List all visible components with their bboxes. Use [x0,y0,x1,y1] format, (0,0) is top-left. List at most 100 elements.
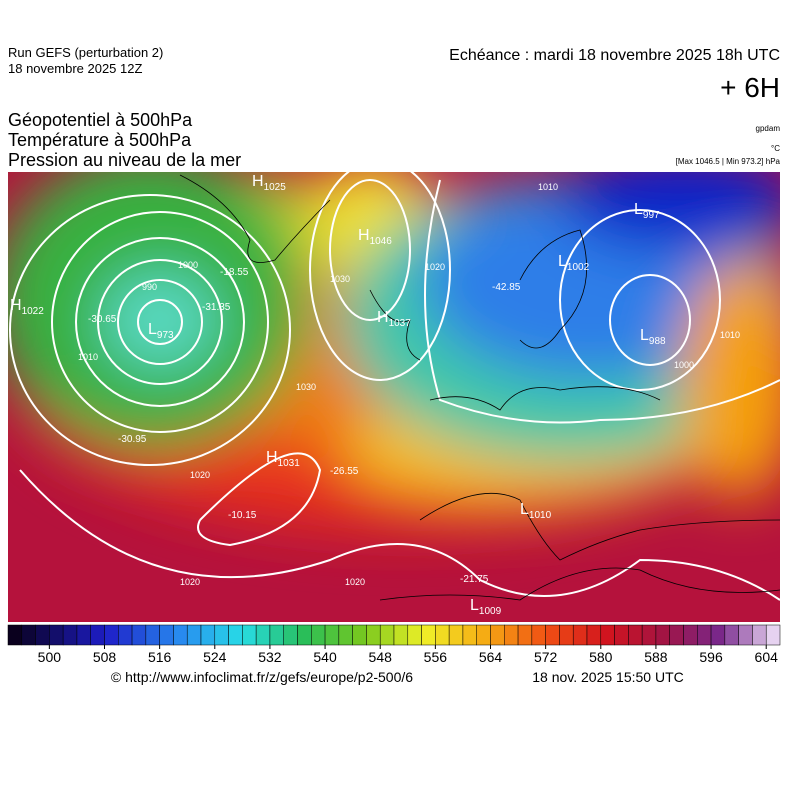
center-letter: L [148,321,157,338]
isobar-label: 1000 [674,360,694,370]
isobar-label: 990 [142,282,157,292]
colorbar-label: 588 [644,649,668,665]
colorbar-label: 572 [534,649,558,665]
colorbar-swatch [600,624,615,646]
colorbar-swatch [118,624,133,646]
colorbar-label: 508 [93,649,117,665]
colorbar-swatch [421,624,436,646]
colorbar-swatch [242,624,257,646]
colorbar-swatch [159,624,174,646]
center-value: 1002 [567,262,590,273]
pressure-center: H1046 [358,227,392,247]
center-letter: H [252,173,264,190]
pressure-center: L973 [148,321,174,341]
colorbar-swatch [186,624,202,646]
colorbar-swatch [572,624,588,646]
colorbar-swatch [49,624,64,646]
center-value: 988 [649,336,666,347]
colorbar-swatch [21,624,36,646]
valid-time: Echéance : mardi 18 novembre 2025 18h UT… [449,47,780,64]
colorbar-swatch [738,624,753,646]
colorbar-swatch [200,624,216,646]
colorbar-swatch [614,624,629,646]
map: H1022H1025H1046H1037L997L1002L988H1031L1… [8,172,780,622]
run: Run GEFS (perturbation 2) [8,45,163,60]
pressure-center: L1009 [470,597,502,617]
center-letter: H [377,309,389,326]
isobar-label: 1020 [425,262,445,272]
pressure-center: L988 [640,327,666,347]
temperature-label: -30.65 [88,314,117,325]
isobar-label: 1020 [345,577,365,587]
temperature-field [8,172,780,530]
colorbar-swatch [641,624,657,646]
colorbar-swatch [104,624,119,646]
isobar-label: 1010 [78,352,98,362]
colorbar-label: 596 [699,649,723,665]
colorbar-swatch [490,624,505,646]
colorbar-label: 580 [589,649,613,665]
colorbar-swatch [517,624,533,646]
center-value: 973 [157,330,174,341]
colorbar-swatch [462,624,477,646]
unit: °C [771,144,780,153]
center-letter: L [520,501,529,518]
colorbar-swatch [62,624,78,646]
center-value: 1031 [278,458,301,469]
pressure-center: H1031 [266,449,300,469]
colorbar-label: 564 [479,649,503,665]
colorbar-label: 556 [424,649,448,665]
colorbar-swatch [628,624,643,646]
source: © http://www.infoclimat.fr/z/gefs/europe… [111,669,413,685]
colorbar-swatch [559,624,574,646]
colorbar-swatch [531,624,546,646]
temperature-label: -26.55 [330,466,359,477]
center-letter: H [266,449,278,466]
colorbar-swatch [90,624,105,646]
colorbar-label: 524 [203,649,227,665]
colorbar-swatch [683,624,698,646]
run-date: 18 novembre 2025 12Z [8,61,142,76]
colorbar-swatch [131,624,147,646]
temperature-label: -30.95 [118,434,147,445]
colorbar-swatch [324,624,340,646]
unit: gpdam [756,124,781,133]
colorbar-swatch [752,624,767,646]
colorbar-swatch [504,624,519,646]
colorbar-label: 532 [258,649,282,665]
lead-time: + 6H [720,72,780,103]
isobar-label: 1030 [296,382,316,392]
unit: [Max 1046.5 | Min 973.2] hPa [676,157,781,166]
colorbar-swatch [255,624,271,646]
colorbar-swatch [228,624,243,646]
colorbar-swatch [76,624,91,646]
pressure-center: L997 [634,201,660,221]
colorbar-swatch [393,624,409,646]
pressure-center: L1002 [558,253,590,273]
isobar-label: 1030 [330,274,350,284]
map-labels: H1022H1025H1046H1037L997L1002L988H1031L1… [10,173,740,617]
pressure-center: H1037 [377,309,411,329]
isobars [9,172,780,601]
colorbar-label: 548 [369,649,393,665]
pressure-center: H1025 [252,173,286,193]
colorbar-swatch [435,624,450,646]
center-value: 1009 [479,606,502,617]
colorbar-swatch [448,624,464,646]
center-letter: L [470,597,479,614]
isobar-label: 1010 [538,182,558,192]
title: Géopotentiel à 500hPa [8,110,193,130]
center-value: 1046 [370,236,393,247]
coastlines [179,174,780,601]
isobar-label: 1000 [178,260,198,270]
pressure-center: H1022 [10,297,44,317]
generated-time: 18 nov. 2025 15:50 UTC [532,669,684,685]
colorbar-swatch [214,624,229,646]
colorbar-swatch [379,624,395,646]
colorbar-swatch [145,624,160,646]
center-value: 1025 [264,182,287,193]
colorbar-swatch [311,624,326,646]
isobar-label: 1020 [180,577,200,587]
colorbar-swatch [586,624,602,646]
